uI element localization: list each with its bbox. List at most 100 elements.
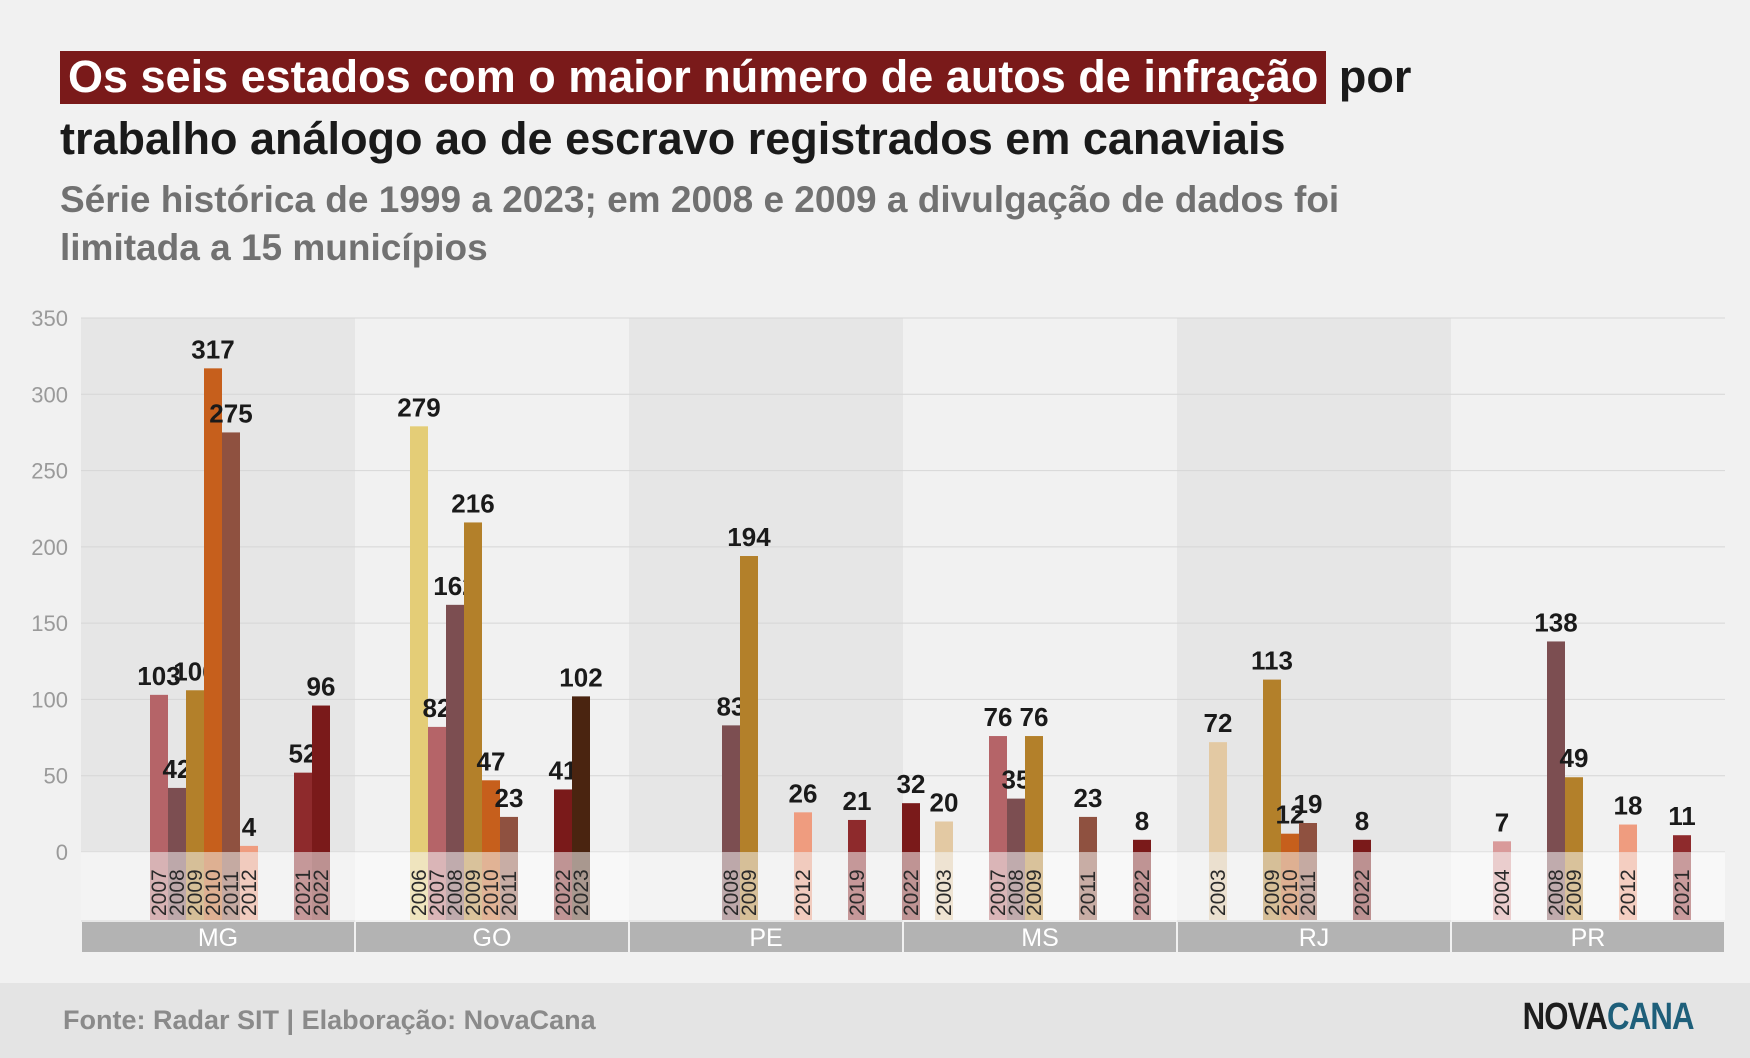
year-label-bg-rj-2022 (1353, 852, 1371, 920)
year-label-mg-2008: 2008 (166, 869, 189, 916)
data-label-ms-2003: 20 (930, 787, 959, 817)
year-label-go-2010: 2010 (480, 869, 503, 916)
bar-chart: 0501001502002503003502007103200842200910… (31, 306, 1725, 952)
source-note: Fonte: Radar SIT | Elaboração: NovaCana (63, 1005, 596, 1035)
bar-pe-2022 (902, 803, 920, 852)
year-label-bg-rj-2011 (1299, 852, 1317, 920)
year-label-pe-2012: 2012 (792, 869, 815, 916)
year-label-go-2009: 2009 (462, 869, 485, 916)
data-label-mg-2022: 96 (307, 672, 336, 702)
year-label-pr-2008: 2008 (1545, 869, 1568, 916)
year-label-bg-mg-2007 (150, 852, 168, 920)
bar-ms-2008 (1007, 798, 1025, 852)
year-label-mg-2010: 2010 (202, 869, 225, 916)
year-label-mg-2012: 2012 (238, 869, 261, 916)
data-label-mg-2007: 103 (137, 661, 180, 691)
bar-pe-2008 (722, 725, 740, 852)
bar-pe-2019 (848, 819, 866, 852)
bar-go-2022 (554, 789, 572, 852)
state-bar-mg (82, 922, 354, 952)
bar-pr-2009 (1565, 777, 1583, 852)
bar-mg-2021 (294, 772, 312, 852)
year-label-go-2011: 2011 (498, 871, 521, 916)
data-label-rj-2022: 8 (1355, 806, 1369, 836)
state-bar-pe (630, 922, 902, 952)
data-label-pe-2009: 194 (727, 522, 771, 552)
year-label-pe-2022: 2022 (900, 869, 923, 916)
year-label-bg-go-2007 (428, 852, 446, 920)
data-label-go-2010: 47 (477, 746, 506, 776)
data-label-go-2006: 279 (397, 392, 440, 422)
data-label-pe-2019: 21 (843, 786, 872, 816)
state-label-pe: PE (749, 924, 782, 952)
state-label-rj: RJ (1299, 924, 1330, 952)
bar-rj-2010 (1281, 833, 1299, 852)
year-label-rj-2022: 2022 (1351, 869, 1374, 916)
bar-mg-2007 (150, 694, 168, 852)
bar-mg-2011 (222, 432, 240, 852)
year-label-bg-pr-2004 (1493, 852, 1511, 920)
bar-go-2023 (572, 696, 590, 852)
footer (0, 983, 1750, 1058)
year-label-rj-2003: 2003 (1207, 869, 1230, 916)
data-label-pr-2008: 138 (1534, 607, 1577, 637)
chart-subtitle: Série histórica de 1999 a 2023; em 2008 … (60, 179, 1340, 268)
year-label-go-2007: 2007 (426, 869, 449, 916)
data-label-rj-2011: 19 (1294, 789, 1323, 819)
chart-title: Os seis estados com o maior número de au… (60, 46, 1560, 170)
y-tick-label: 50 (44, 764, 68, 789)
y-tick-label: 0 (56, 840, 68, 865)
year-label-pr-2012: 2012 (1617, 869, 1640, 916)
year-label-mg-2009: 2009 (184, 869, 207, 916)
data-label-ms-2011: 23 (1074, 783, 1103, 813)
y-tick-label: 100 (31, 687, 68, 712)
panel-background (1451, 318, 1725, 922)
logo-part-cana: CANA (1607, 996, 1695, 1038)
year-label-bg-go-2009 (464, 852, 482, 920)
state-bar-go (356, 922, 628, 952)
data-label-pr-2012: 18 (1614, 791, 1643, 821)
bar-mg-2012 (240, 845, 258, 852)
year-label-rj-2010: 2010 (1279, 869, 1302, 916)
bar-go-2009 (464, 522, 482, 852)
year-label-rj-2009: 2009 (1261, 869, 1284, 916)
state-bar-ms (904, 922, 1176, 952)
bar-pr-2008 (1547, 641, 1565, 852)
data-label-mg-2011: 275 (209, 398, 252, 428)
y-tick-label: 150 (31, 611, 68, 636)
chart-title-highlight: Os seis estados com o maior número de au… (60, 51, 1327, 104)
bar-ms-2009 (1025, 736, 1043, 852)
year-label-mg-2007: 2007 (148, 869, 171, 916)
year-label-pr-2021: 2021 (1671, 869, 1694, 916)
year-label-bg-pr-2008 (1547, 852, 1565, 920)
year-label-bg-mg-2012 (240, 852, 258, 920)
data-label-rj-2009: 113 (1251, 646, 1293, 676)
year-label-go-2008: 2008 (444, 869, 467, 916)
bar-pe-2009 (740, 556, 758, 852)
bar-pr-2012 (1619, 824, 1637, 852)
bar-rj-2011 (1299, 823, 1317, 852)
year-label-ms-2003: 2003 (933, 869, 956, 916)
bar-ms-2011 (1079, 816, 1097, 852)
data-label-pe-2012: 26 (789, 778, 818, 808)
bar-pr-2004 (1493, 841, 1511, 852)
year-label-bg-mg-2011 (222, 852, 240, 920)
bar-go-2007 (428, 726, 446, 852)
y-tick-label: 200 (31, 535, 68, 560)
year-label-go-2022: 2022 (552, 869, 575, 916)
state-label-go: GO (473, 924, 512, 952)
year-label-pr-2004: 2004 (1491, 869, 1514, 916)
bar-rj-2003 (1209, 742, 1227, 852)
bar-ms-2022 (1133, 839, 1151, 852)
data-label-pr-2021: 11 (1668, 801, 1696, 831)
state-label-ms: MS (1021, 924, 1059, 952)
year-label-bg-rj-2010 (1281, 852, 1299, 920)
data-label-go-2023: 102 (559, 662, 602, 692)
y-tick-label: 250 (31, 459, 68, 484)
y-tick-label: 350 (31, 306, 68, 331)
year-label-bg-mg-2009 (186, 852, 204, 920)
year-label-bg-ms-2008 (1007, 852, 1025, 920)
bar-rj-2022 (1353, 839, 1371, 852)
state-bar-rj (1178, 922, 1450, 952)
data-label-go-2011: 23 (495, 783, 524, 813)
